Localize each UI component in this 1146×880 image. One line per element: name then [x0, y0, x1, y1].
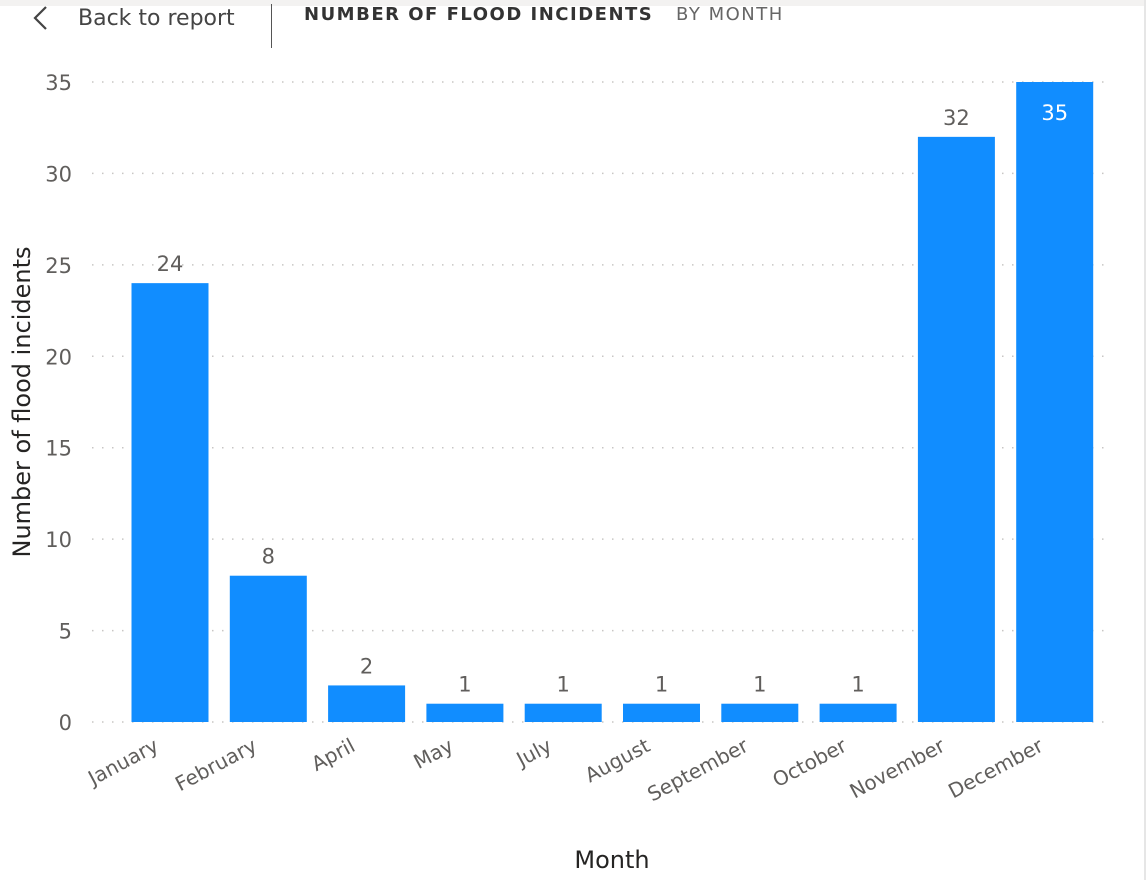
y-tick-label: 30 — [45, 162, 72, 186]
y-tick-label: 15 — [45, 437, 72, 461]
top-strip — [0, 0, 1146, 6]
right-edge — [1144, 0, 1146, 880]
bar[interactable] — [819, 703, 897, 722]
y-tick-label: 25 — [45, 254, 72, 278]
data-label: 1 — [655, 673, 668, 697]
x-tick-label: December — [944, 733, 1048, 803]
y-tick-label: 10 — [45, 528, 72, 552]
x-tick-label: January — [82, 733, 162, 791]
y-tick-label: 0 — [59, 711, 72, 735]
header-divider — [271, 4, 272, 48]
x-tick-label: May — [409, 733, 457, 774]
y-tick-label: 5 — [59, 620, 72, 644]
x-tick-label: February — [171, 733, 261, 796]
y-tick-label: 20 — [45, 345, 72, 369]
chart-title: NUMBER OF FLOOD INCIDENTS — [304, 4, 654, 25]
bar[interactable] — [623, 703, 700, 722]
x-axis-title: Month — [574, 846, 649, 874]
data-label: 35 — [1041, 101, 1068, 125]
data-label: 8 — [262, 545, 275, 569]
header: Back to report NUMBER OF FLOOD INCIDENTS… — [0, 0, 1146, 50]
chevron-left-icon — [33, 6, 47, 30]
bar[interactable] — [426, 703, 504, 722]
x-tick-label: July — [511, 733, 556, 772]
x-tick-label: August — [581, 733, 654, 787]
data-label: 24 — [157, 252, 184, 276]
data-label: 1 — [458, 673, 471, 697]
x-tick-label: September — [643, 733, 753, 806]
data-label: 32 — [943, 106, 970, 130]
x-tick-label: April — [307, 733, 359, 776]
data-label: 1 — [557, 673, 570, 697]
chart-subtitle: BY MONTH — [676, 4, 784, 25]
bar[interactable] — [229, 575, 307, 722]
back-to-report-link[interactable]: Back to report — [28, 2, 235, 34]
x-tick-label: October — [769, 733, 852, 792]
bar[interactable] — [917, 136, 995, 722]
bar[interactable] — [328, 685, 406, 722]
back-link-label: Back to report — [78, 5, 235, 31]
x-tick-label: November — [846, 733, 950, 803]
data-label: 1 — [851, 673, 864, 697]
bar[interactable] — [131, 283, 209, 722]
bar[interactable] — [524, 703, 602, 722]
data-label: 1 — [753, 673, 766, 697]
data-label: 2 — [360, 654, 373, 678]
bar[interactable] — [721, 703, 799, 722]
y-tick-label: 35 — [45, 71, 72, 95]
y-axis-title: Number of flood incidents — [8, 246, 36, 557]
bar[interactable] — [1016, 82, 1094, 722]
